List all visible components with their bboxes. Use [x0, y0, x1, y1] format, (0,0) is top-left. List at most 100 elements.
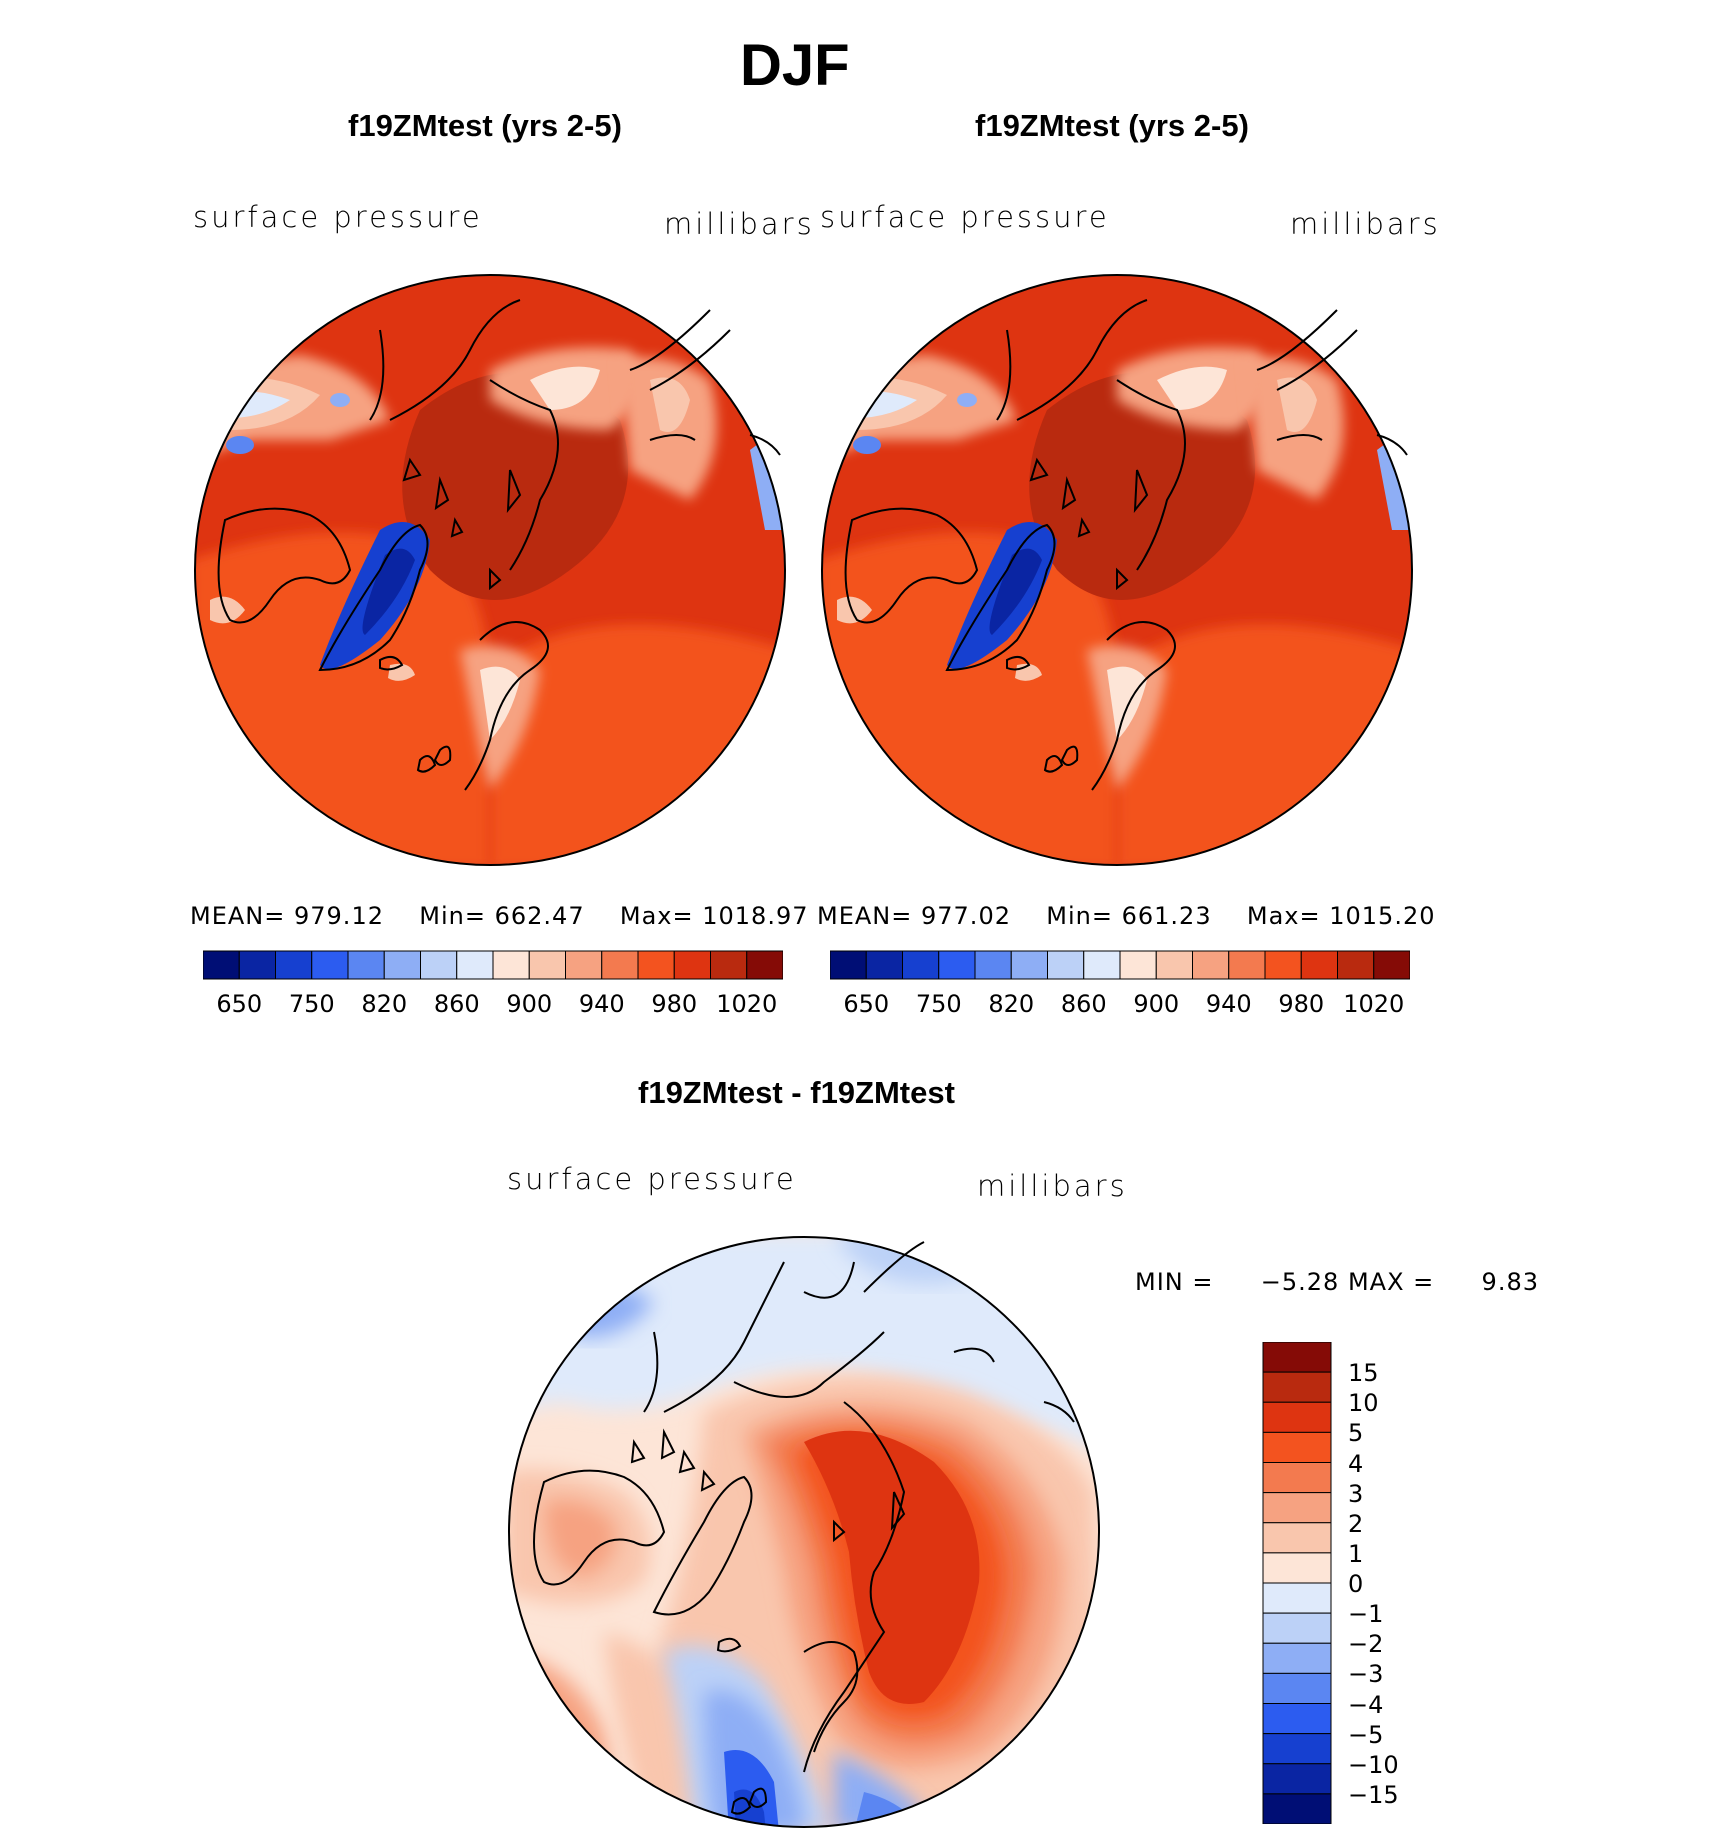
colorbar-swatch [238, 950, 276, 980]
panel-left-units: millibars [664, 207, 815, 241]
colorbar-swatch [1262, 1703, 1332, 1735]
colorbar-tick-label: −3 [1348, 1660, 1384, 1689]
colorbar-diff-ticks: 15 10 5 4 3 2 1 0 −1 −2 −3 −4 −5 −10 −15 [1348, 1342, 1468, 1824]
diff-max-value: 9.83 [1481, 1268, 1539, 1296]
colorbar-right-ticks: 650 750 820 860 900 940 980 1020 [830, 990, 1410, 1020]
diff-min-value: −5.28 [1260, 1268, 1340, 1296]
colorbar-swatch [1262, 1672, 1332, 1705]
colorbar-left-ticks: 650 750 820 860 900 940 980 1020 [203, 990, 783, 1020]
colorbar-tick-label: 650 [843, 990, 890, 1018]
max-value: 1015.20 [1329, 902, 1436, 930]
colorbar-swatch [1262, 1733, 1332, 1765]
max-label: Max= [619, 902, 694, 930]
figure-title: DJF [740, 33, 850, 98]
panel-right-title: f19ZMtest (yrs 2-5) [975, 108, 1249, 143]
map-left [194, 274, 786, 866]
colorbar-swatch [1010, 950, 1048, 980]
colorbar-tick-label: 750 [288, 990, 335, 1018]
colorbar-swatch [1047, 950, 1085, 980]
colorbar-swatch [1262, 1342, 1332, 1373]
colorbar-swatch [1262, 1371, 1332, 1403]
diff-min-label: MIN = [1135, 1268, 1214, 1296]
colorbar-tick-label: 860 [433, 990, 480, 1018]
colorbar-tick-label: 15 [1348, 1359, 1379, 1388]
colorbar-swatch [1264, 950, 1302, 980]
colorbar-swatch [1262, 1612, 1332, 1644]
colorbar-swatch [1262, 1401, 1332, 1433]
colorbar-tick-label: 980 [651, 990, 698, 1018]
colorbar-swatch [203, 950, 240, 980]
colorbar-tick-label: 1020 [1343, 990, 1405, 1018]
colorbar-swatch [1262, 1763, 1332, 1795]
panel-left-variable: surface pressure [193, 200, 483, 234]
colorbar-tick-label: 940 [578, 990, 625, 1018]
map-left-border [194, 274, 786, 866]
colorbar-swatch [1155, 950, 1193, 980]
colorbar-swatch [420, 950, 458, 980]
min-label: Min= [419, 902, 486, 930]
colorbar-swatch [492, 950, 530, 980]
mean-label: MEAN= [817, 902, 913, 930]
max-value: 1018.97 [702, 902, 809, 930]
min-value: 661.23 [1121, 902, 1212, 930]
colorbar-swatch [902, 950, 940, 980]
colorbar-swatch [311, 950, 349, 980]
colorbar-swatch [974, 950, 1012, 980]
max-label: Max= [1246, 902, 1321, 930]
colorbar-tick-label: 900 [1133, 990, 1180, 1018]
colorbar-swatch [1337, 950, 1375, 980]
colorbar-tick-label: 2 [1348, 1509, 1364, 1538]
min-value: 662.47 [494, 902, 585, 930]
colorbar-tick-label: −4 [1348, 1690, 1384, 1719]
colorbar-tick-label: 820 [988, 990, 1035, 1018]
map-diff [508, 1236, 1100, 1828]
colorbar-tick-label: 980 [1278, 990, 1325, 1018]
colorbar-tick-label: 5 [1348, 1419, 1364, 1448]
colorbar-swatch [1262, 1642, 1332, 1674]
diff-variable: surface pressure [507, 1162, 797, 1196]
colorbar-swatch [1262, 1793, 1332, 1824]
colorbar-swatch [1228, 950, 1266, 980]
mean-value: 979.12 [294, 902, 384, 930]
colorbar-tick-label: 860 [1060, 990, 1107, 1018]
min-label: Min= [1046, 902, 1113, 930]
panel-right-variable: surface pressure [820, 200, 1110, 234]
map-right [821, 274, 1413, 866]
colorbar-swatch [601, 950, 639, 980]
colorbar-swatch [1119, 950, 1157, 980]
panel-left-stats: MEAN= 979.12 Min= 662.47 Max= 1018.97 [190, 902, 809, 930]
map-right-border [821, 274, 1413, 866]
colorbar-tick-label: 0 [1348, 1570, 1364, 1598]
colorbar-swatch [1262, 1431, 1332, 1464]
colorbar-tick-label: 4 [1348, 1449, 1364, 1478]
map-diff-field [509, 1237, 1099, 1827]
colorbar-tick-label: 1020 [716, 990, 778, 1018]
colorbar-diff [1262, 1342, 1332, 1824]
colorbar-swatch [1300, 950, 1338, 980]
mean-label: MEAN= [190, 902, 286, 930]
colorbar-tick-label: −1 [1348, 1600, 1384, 1629]
panel-right-units: millibars [1290, 207, 1441, 241]
colorbar-swatch [938, 950, 976, 980]
colorbar-tick-label: −15 [1348, 1780, 1399, 1809]
panel-right-stats: MEAN= 977.02 Min= 661.23 Max= 1015.20 [817, 902, 1436, 930]
colorbar-tick-label: 900 [506, 990, 553, 1018]
colorbar-swatch [1262, 1582, 1332, 1614]
colorbar-tick-label: 650 [216, 990, 263, 1018]
colorbar-swatch [383, 950, 421, 980]
colorbar-swatch [1262, 1552, 1332, 1584]
colorbar-tick-label: 940 [1205, 990, 1252, 1018]
colorbar-swatch [1083, 950, 1121, 980]
colorbar-tick-label: −5 [1348, 1720, 1384, 1749]
diff-title: f19ZMtest - f19ZMtest [638, 1075, 955, 1110]
colorbar-swatch [710, 950, 748, 980]
colorbar-left [203, 950, 783, 980]
diff-units: millibars [977, 1169, 1128, 1203]
colorbar-swatch [1192, 950, 1230, 980]
colorbar-swatch [865, 950, 903, 980]
colorbar-swatch [673, 950, 711, 980]
colorbar-swatch [1262, 1492, 1332, 1524]
colorbar-swatch [275, 950, 313, 980]
diff-max-label: MAX = [1347, 1268, 1435, 1296]
panel-left-title: f19ZMtest (yrs 2-5) [348, 108, 622, 143]
